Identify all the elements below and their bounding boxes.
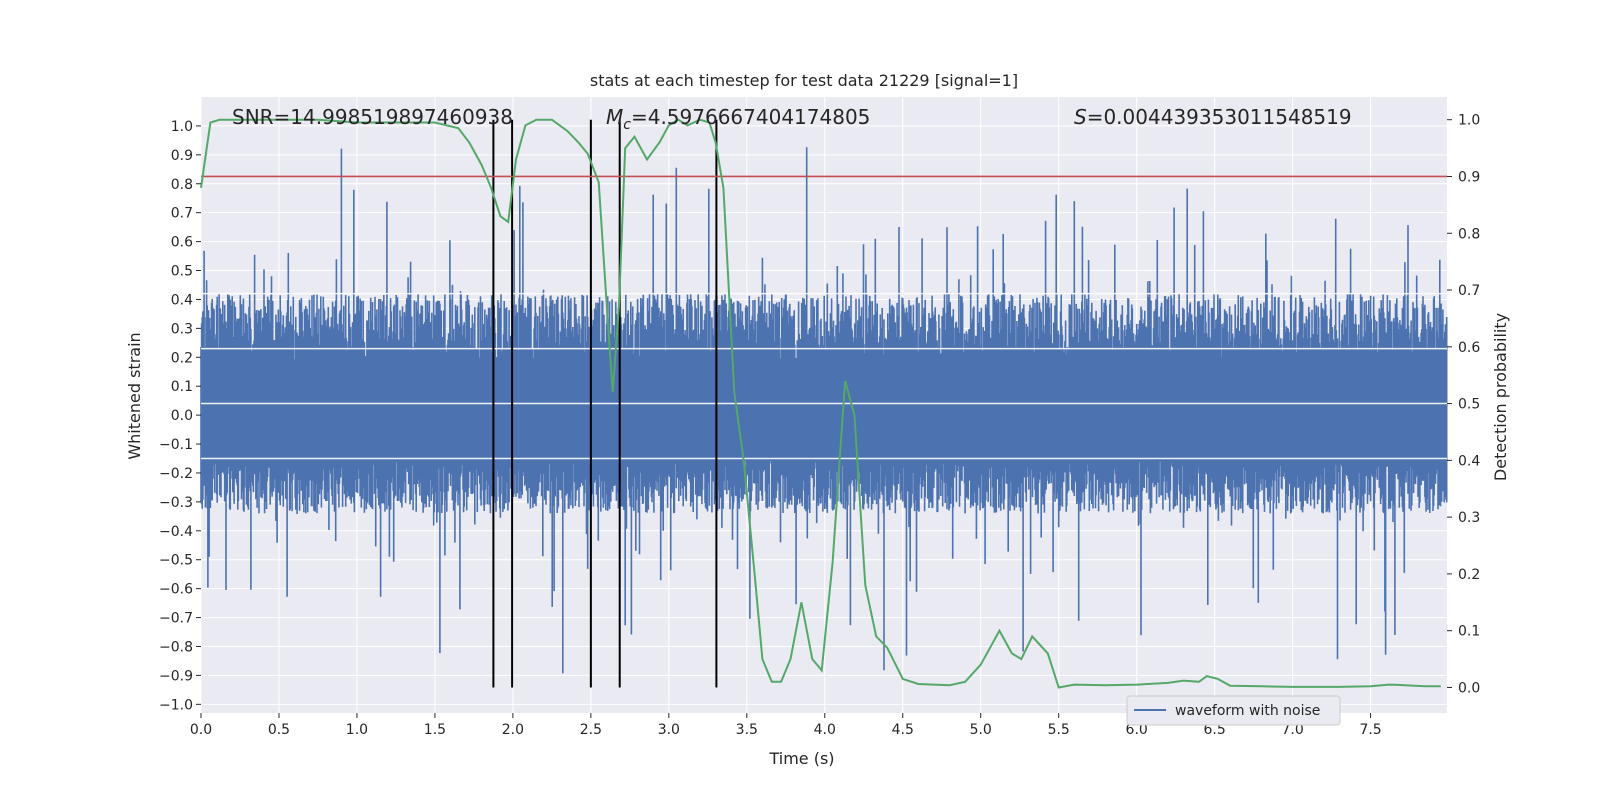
y-tick-label: −0.8 [159,639,193,655]
y-tick-label: −0.1 [159,437,193,453]
waveform-series [200,147,1448,674]
x-axis-label: Time (s) [768,749,834,768]
y-tick-label: 0.2 [171,350,193,366]
y2-tick-label: 0.3 [1458,510,1480,526]
s-symbol: S [1074,105,1087,129]
y-tick-label: 0.7 [171,206,193,222]
y-tick-label: −0.2 [159,466,193,482]
waveform-noise-path [200,147,1448,674]
legend: waveform with noise [1126,695,1341,726]
chirp-mass-value: =4.5976667404174805 [631,105,870,129]
snr-annotation: SNR=14.998519897460938 [232,105,513,129]
y-tick-label: −1.0 [159,697,193,713]
x-tick-label: 3.5 [736,722,758,738]
y2-tick-label: 0.0 [1458,680,1480,696]
x-tick-label: 4.0 [814,722,836,738]
x-tick-label: 4.5 [892,722,914,738]
y2-tick-label: 0.9 [1458,169,1480,185]
y2-tick-label: 0.8 [1458,226,1480,242]
x-tick-label: 5.5 [1048,722,1070,738]
x-tick-label: 6.0 [1126,722,1148,738]
chirp-mass-symbol: M [606,105,623,129]
y-tick-label: −0.7 [159,611,193,627]
y-tick-label: 0.6 [171,235,193,251]
y2-tick-label: 0.6 [1458,340,1480,356]
vertical-markers [492,119,718,688]
y-tick-label: −0.9 [159,668,193,684]
x-tick-label: 0.5 [268,722,290,738]
x-tick-label: 7.0 [1281,722,1303,738]
y2-tick-label: 0.7 [1458,283,1480,299]
y-tick-label: 0.0 [171,408,193,424]
y2-tick-label: 0.4 [1458,453,1480,469]
x-tick-label: 2.0 [502,722,524,738]
y-tick-label: −0.5 [159,553,193,569]
y-axis-ticks: 1.0 0.9 0.8 0.7 0.6 0.5 0.4 0.3 0.2 0.1 0.0 −0.1 −0.… [159,119,201,713]
legend-label: waveform with noise [1175,703,1320,719]
s-value: =0.004439353011548519 [1087,105,1352,129]
x-tick-label: 1.5 [424,722,446,738]
y2-tick-label: 0.1 [1458,624,1480,640]
y2-tick-label: 0.5 [1458,397,1480,413]
y-tick-label: 0.4 [171,292,193,308]
chirp-mass-subscript: c [623,117,631,133]
y2-axis-ticks: 1.0 0.9 0.8 0.7 0.6 0.5 0.4 0.3 0.2 0.1 0.0 [1447,113,1480,696]
x-tick-label: 6.5 [1204,722,1226,738]
x-tick-label: 3.0 [658,722,680,738]
x-tick-label: 7.5 [1359,722,1381,738]
x-tick-label: 1.0 [346,722,368,738]
x-axis-ticks: 0.0 0.5 1.0 1.5 2.0 2.5 3.0 3.5 4.0 4.5 5.0 5.5 6.0 6… [190,713,1382,738]
y2-tick-label: 1.0 [1458,113,1480,129]
s-annotation: S=0.004439353011548519 [1074,105,1352,129]
y-tick-label: 0.8 [171,177,193,193]
y-tick-label: 0.5 [171,264,193,280]
y-tick-label: −0.3 [159,495,193,511]
x-tick-label: 0.0 [190,722,212,738]
y-tick-label: −0.4 [159,524,193,540]
y-tick-label: −0.6 [159,582,193,598]
y-tick-label: 0.9 [171,148,193,164]
y2-tick-label: 0.2 [1458,567,1480,583]
y-axis-label: Whitened strain [125,332,144,459]
x-tick-label: 2.5 [580,722,602,738]
y-tick-label: 1.0 [171,119,193,135]
y-tick-label: 0.3 [171,321,193,337]
detection-probability-line [200,118,1441,689]
y-tick-label: 0.1 [171,379,193,395]
x-tick-label: 5.0 [970,722,992,738]
chirp-mass-annotation: Mc=4.5976667404174805 [606,105,870,133]
legend-box [1126,695,1341,726]
y2-axis-label: Detection probability [1491,313,1510,481]
chart-title: stats at each timestep for test data 212… [590,71,1018,90]
